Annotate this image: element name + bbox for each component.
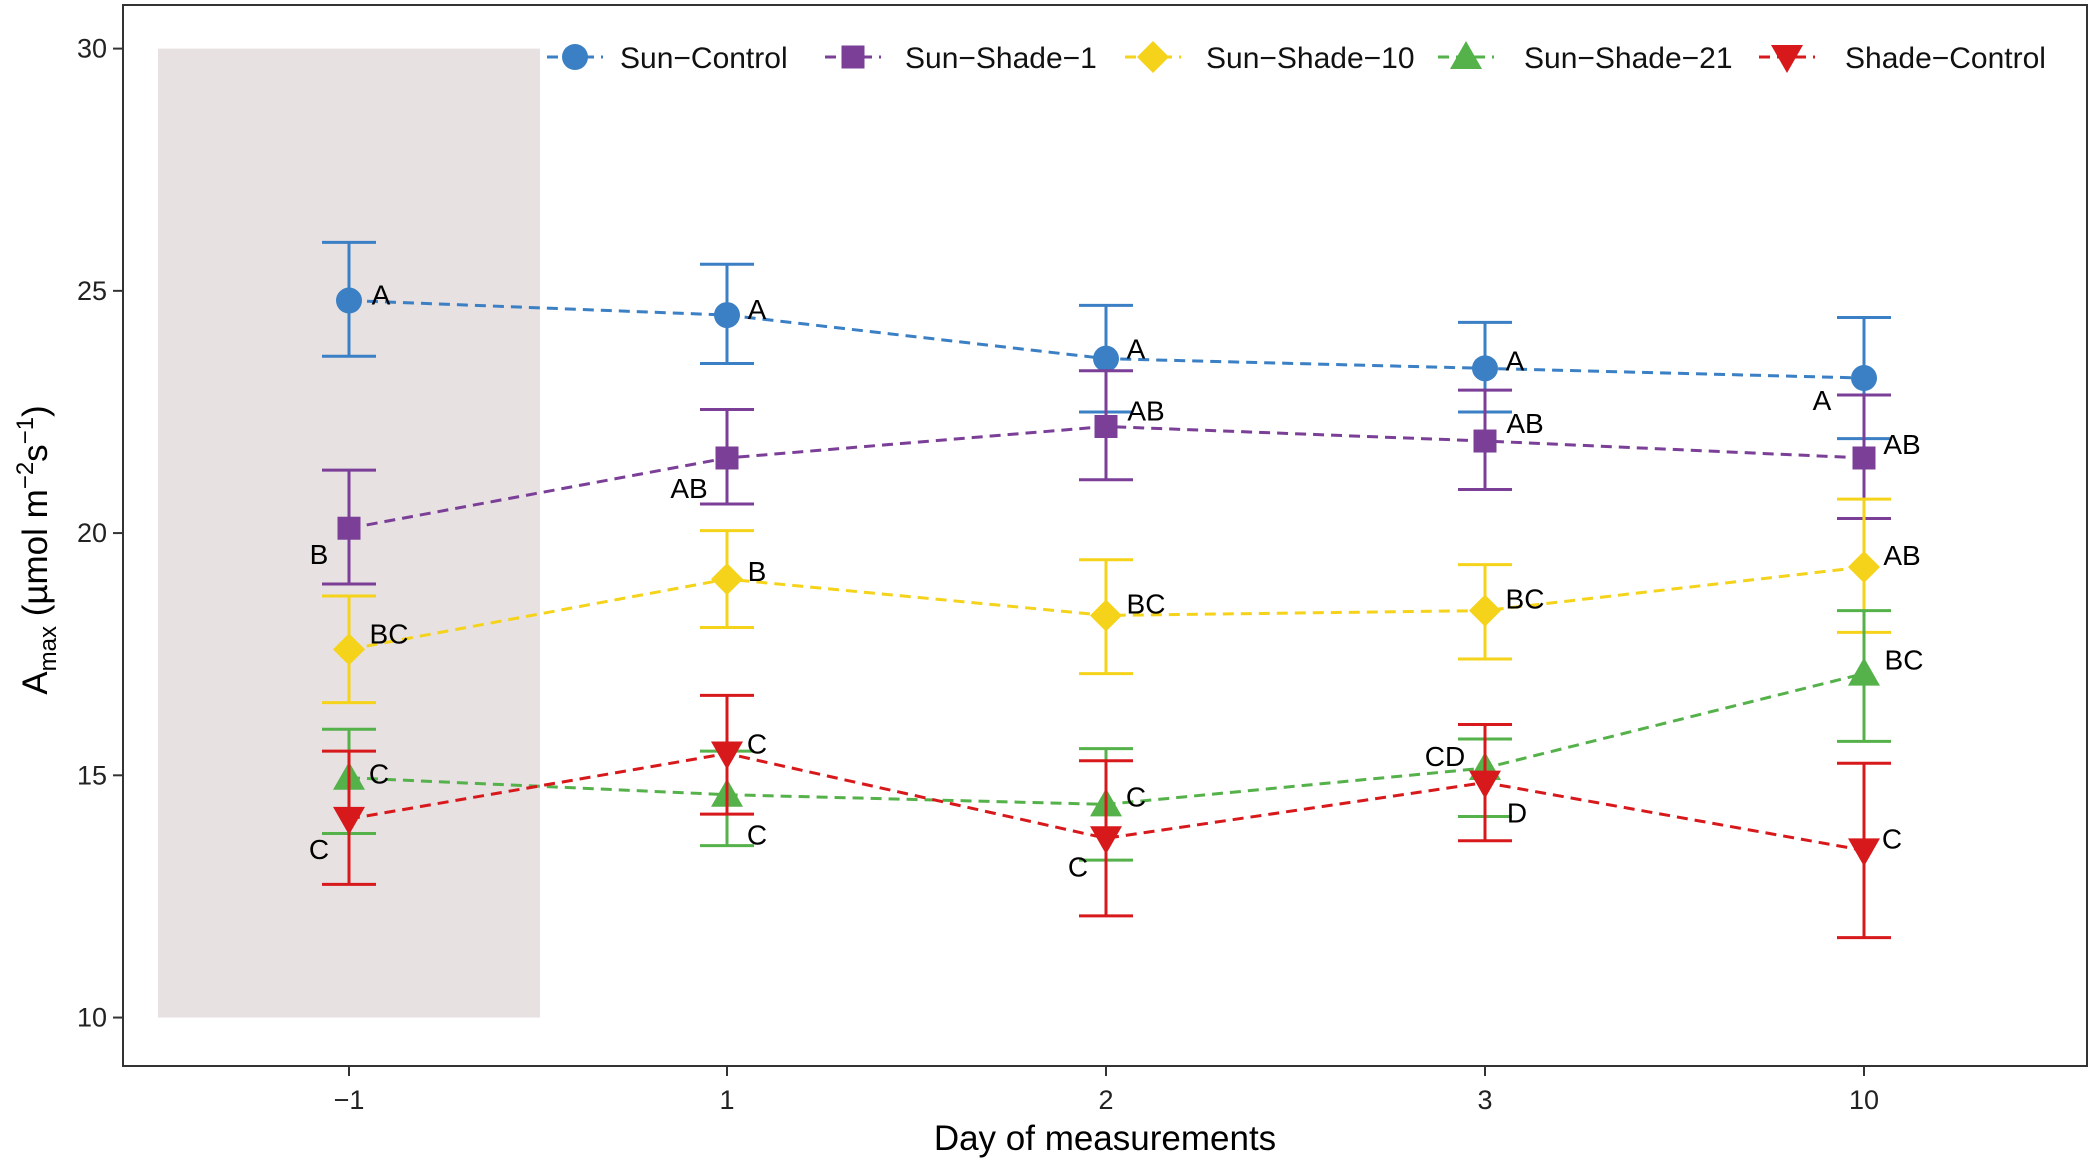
data-point: [337, 516, 361, 540]
significance-label: AB: [1506, 408, 1543, 439]
series-line: [348, 751, 1865, 852]
legend-item: Sun−Control: [547, 42, 788, 75]
significance-label: B: [310, 539, 329, 570]
significance-label: C: [309, 834, 329, 865]
significance-label: AB: [1127, 395, 1164, 426]
legend-item: Shade−Control: [1759, 42, 2046, 75]
significance-label: C: [369, 759, 389, 790]
data-point: [714, 302, 740, 329]
data-point: [1848, 550, 1880, 583]
significance-label: AB: [1883, 429, 1920, 460]
data-point: [711, 741, 743, 770]
y-tick-label: 20: [77, 518, 107, 548]
data-point: [1469, 594, 1501, 627]
significance-label: A: [1506, 345, 1525, 376]
significance-label: BC: [1506, 584, 1545, 615]
data-point: [333, 633, 365, 666]
significance-label: D: [1507, 798, 1527, 829]
data-point: [715, 446, 739, 470]
data-point: [1469, 770, 1501, 799]
data-point: [1090, 826, 1122, 855]
significance-label: C: [1068, 851, 1088, 882]
y-tick-label: 30: [77, 34, 107, 64]
x-tick-label: −1: [334, 1085, 365, 1115]
legend-label: Sun−Shade−21: [1524, 42, 1733, 75]
significance-label: C: [747, 729, 767, 760]
significance-label: A: [748, 294, 767, 325]
data-point: [336, 287, 362, 314]
x-tick-label: 10: [1849, 1085, 1879, 1115]
legend-item: Sun−Shade−21: [1438, 41, 1733, 75]
significance-label: C: [747, 820, 767, 851]
data-point: [711, 563, 743, 596]
data-point: [1473, 429, 1497, 453]
legend-marker: [841, 45, 865, 69]
y-tick-label: 25: [77, 276, 107, 306]
data-point: [1093, 345, 1119, 372]
data-point: [1852, 446, 1876, 470]
x-tick-label: 1: [719, 1085, 734, 1115]
legend-label: Sun−Shade−1: [905, 42, 1097, 75]
data-point: [1848, 657, 1880, 686]
legend: Sun−Control Sun−Shade−1 Sun−Shade−10 Sun−Sh…: [547, 41, 2046, 75]
legend-item: Sun−Shade−1: [825, 42, 1097, 75]
series-3: BC B BC BC AB: [322, 497, 1921, 705]
legend-item: Sun−Shade−10: [1125, 41, 1415, 75]
y-axis-title: Amax (µmol m−2s−1): [12, 405, 62, 694]
legend-label: Shade−Control: [1845, 42, 2046, 75]
x-axis-title: Day of measurements: [934, 1119, 1276, 1158]
significance-label: BC: [1127, 588, 1166, 619]
x-tick-label: 3: [1477, 1085, 1492, 1115]
significance-label: BC: [370, 618, 409, 649]
legend-label: Sun−Control: [620, 42, 788, 75]
data-point: [1090, 599, 1122, 632]
data-point: [333, 806, 365, 835]
y-tick-label: 15: [77, 760, 107, 790]
significance-label: B: [748, 556, 767, 587]
y-tick-label: 10: [77, 1003, 107, 1033]
significance-label: AB: [670, 473, 707, 504]
significance-label: A: [1127, 334, 1146, 365]
legend-marker: [562, 44, 588, 70]
legend-marker: [1771, 45, 1803, 73]
significance-label: AB: [1883, 540, 1920, 571]
data-point: [1851, 365, 1877, 392]
significance-label: A: [1813, 385, 1832, 416]
data-point: [1094, 414, 1118, 438]
legend-label: Sun−Shade−10: [1206, 42, 1415, 75]
data-point: [1848, 838, 1880, 867]
significance-label: BC: [1885, 645, 1924, 676]
axes: 10 15 20 25 30 −1 1 2 3 10: [77, 4, 2088, 1115]
significance-label: A: [372, 280, 391, 311]
data-point: [1472, 355, 1498, 382]
legend-marker: [1137, 41, 1169, 73]
significance-label: C: [1882, 823, 1902, 854]
significance-label: C: [1126, 781, 1146, 812]
significance-label: CD: [1425, 741, 1465, 772]
x-tick-label: 2: [1098, 1085, 1113, 1115]
legend-marker: [1450, 41, 1482, 69]
